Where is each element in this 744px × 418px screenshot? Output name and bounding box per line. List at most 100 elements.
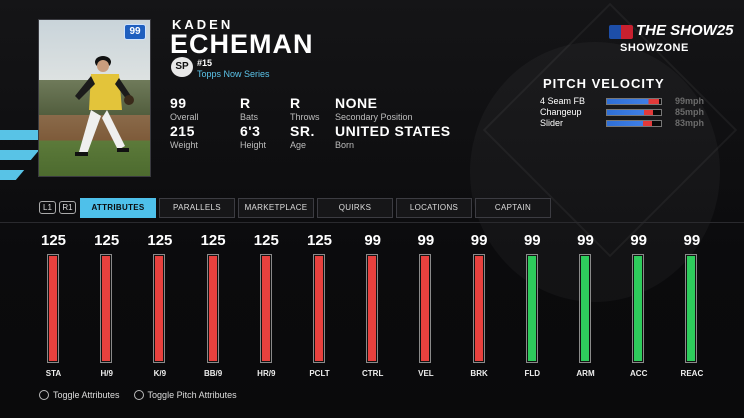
attribute-value: 99 [364,232,382,249]
attribute-bar [579,254,591,363]
tab-captain[interactable]: CAPTAIN [475,198,551,218]
attribute-value: 99 [683,232,701,249]
attribute-label: HR/9 [257,369,276,378]
attribute-bar [632,254,645,363]
attribute-bar [525,254,538,363]
attribute-label: STA [45,369,62,378]
tab-attributes[interactable]: ATTRIBUTES [80,198,156,218]
attribute-value: 99 [577,232,594,249]
attribute-bar-fill [687,256,696,361]
pitch-row: Changeup 85mph [540,107,705,117]
toggle-pitch-attributes-control[interactable]: Toggle Pitch Attributes [133,390,237,400]
tab-bar: ATTRIBUTES PARALLELS MARKETPLACE QUIRKS … [80,198,551,218]
attribute-value: 125 [147,232,173,249]
pitch-velocity-bar [606,98,662,105]
attribute-value: 125 [94,232,120,249]
attribute-fld: 99 FLD [506,232,559,382]
attribute-bar [100,254,113,363]
attribute-reac: 99 REAC [665,232,718,382]
tab-marketplace[interactable]: MARKETPLACE [238,198,314,218]
attribute-bar-fill [474,256,483,361]
attribute-bar [47,254,59,363]
stat-born: UNITED STATES Born [335,123,451,150]
divider [0,222,744,223]
attribute-bar-fill [155,256,164,361]
stat-secondary-position: NONE Secondary Position [335,95,413,122]
attribute-value: 99 [523,232,541,249]
player-first-name: KADEN [172,17,234,32]
logo-title: THE SHOW25 [636,22,734,39]
attribute-value: 125 [306,232,333,249]
attribute-label: ACC [630,369,648,378]
attribute-bar [419,254,432,363]
mlb-logo-icon [609,25,633,39]
stat-weight: 215 Weight [170,123,198,150]
attribute-value: 99 [417,232,435,249]
attribute-vel: 99 VEL [399,232,452,382]
toggle-attributes-control[interactable]: Toggle Attributes [39,390,120,400]
attribute-bb-9: 125 BB/9 [187,232,240,382]
player-card-image: 99 [38,19,151,177]
attribute-bar-fill [261,256,270,361]
attribute-bar [259,254,272,363]
card-series: Topps Now Series [197,69,270,79]
attribute-value: 99 [630,232,648,249]
attribute-label: REAC [680,369,704,378]
attribute-bar-fill [581,256,589,361]
attribute-label: PCLT [309,369,330,378]
stat-height: 6'3 Height [240,123,267,150]
pitch-row: Slider 83mph [540,118,705,128]
attribute-label: VEL [418,369,434,378]
attribute-bar [472,254,485,363]
attribute-value: 125 [40,232,67,249]
attribute-acc: 99 ACC [612,232,665,382]
attribute-label: K/9 [153,369,167,378]
overall-badge: 99 [124,24,146,40]
attribute-bar [313,254,325,363]
attribute-bar-fill [527,256,536,361]
tab-locations[interactable]: LOCATIONS [396,198,472,218]
attribute-h-9: 125 H/9 [80,232,133,382]
attribute-label: CTRL [362,369,384,378]
r1-button-icon[interactable]: R1 [59,201,76,214]
attribute-label: ARM [576,369,595,378]
r3-button-icon [133,390,144,400]
attribute-bar [366,254,379,363]
attribute-bar-fill [102,256,111,361]
jersey-number: #15 [197,58,213,68]
pitch-velocity-bar [606,109,662,116]
attribute-bar [153,254,166,363]
stat-throws: R Throws [290,95,320,122]
pitcher-figure [75,56,134,156]
attribute-bars: 125 STA 125 H/9 125 K/9 125 BB/9 125 HR/9 125 PCLT 9… [27,232,717,382]
attribute-bar-fill [208,256,217,361]
pitch-row: 4 Seam FB 99mph [540,96,705,106]
attribute-label: BB/9 [203,369,223,378]
attribute-ctrl: 99 CTRL [346,232,399,382]
stat-bats: R Bats [240,95,259,122]
attribute-bar-fill [634,256,643,361]
attribute-bar [206,254,219,363]
attribute-bar-fill [315,256,323,361]
attribute-value: 125 [253,232,279,249]
attribute-brk: 99 BRK [453,232,506,382]
l1-button-icon[interactable]: L1 [39,201,56,214]
attribute-value: 125 [200,232,226,249]
attribute-bar [685,254,698,363]
attribute-bar-fill [49,256,57,361]
footer-controls: Toggle Attributes Toggle Pitch Attribute… [39,390,237,400]
attribute-label: BRK [470,369,488,378]
pitch-velocity-bar [606,120,662,127]
circle-button-icon [39,390,49,400]
attribute-hr-9: 125 HR/9 [240,232,293,382]
attribute-bar-fill [421,256,430,361]
attribute-k-9: 125 K/9 [133,232,186,382]
attribute-label: H/9 [100,369,113,378]
attribute-value: 99 [470,232,488,249]
attribute-bar-fill [368,256,377,361]
tab-quirks[interactable]: QUIRKS [317,198,393,218]
attribute-pclt: 125 PCLT [293,232,346,382]
tab-parallels[interactable]: PARALLELS [159,198,235,218]
attribute-arm: 99 ARM [559,232,612,382]
stat-overall: 99 Overall [170,95,199,122]
